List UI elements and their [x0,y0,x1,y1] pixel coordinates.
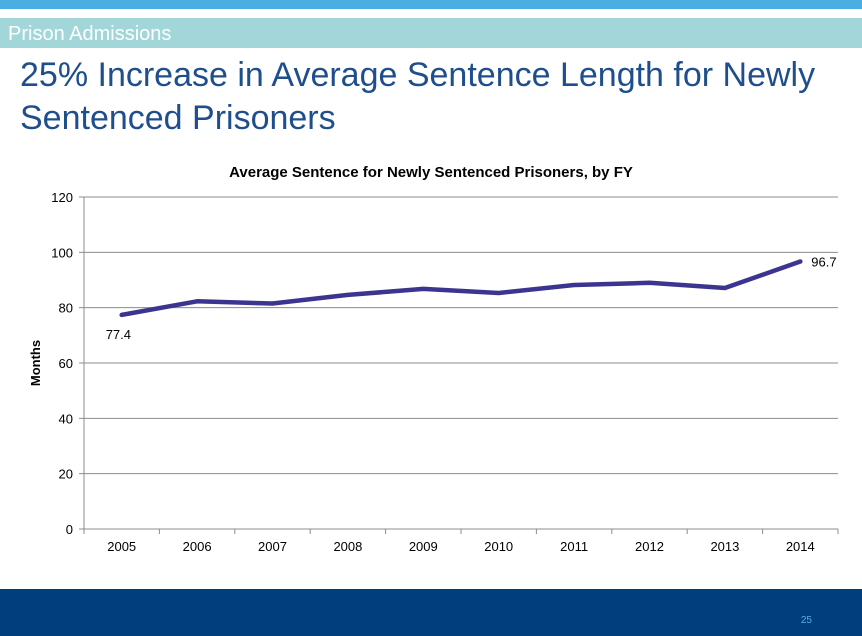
section-header-band: Prison Admissions [0,18,862,48]
section-label: Prison Admissions [8,23,172,45]
data-point [572,282,577,287]
x-tick-label: 2007 [258,539,287,554]
y-tick-labels: 0 20 40 60 80 100 120 [51,190,73,537]
data-label: 77.4 [106,327,131,342]
x-tick-label: 2013 [710,539,739,554]
y-tick-label: 20 [59,467,73,482]
data-labels: 77.4 96.7 [106,254,837,341]
y-tick-label: 100 [51,245,73,260]
data-point [798,259,803,264]
x-tick-label: 2012 [635,539,664,554]
axes [79,196,839,534]
x-tick-label: 2006 [183,539,212,554]
data-point [647,280,652,285]
page-number: 25 [800,615,812,626]
x-tick-label: 2009 [409,539,438,554]
data-point [270,301,275,306]
data-point [195,299,200,304]
data-point [722,286,727,291]
data-point [345,292,350,297]
x-tick-label: 2010 [484,539,513,554]
x-tick-label: 2011 [560,539,588,554]
y-tick-label: 40 [59,411,73,426]
series-line [119,259,803,318]
top-accent-bar [0,0,862,9]
footer-bar: 25 [0,589,862,636]
y-axis-label: Months [28,340,43,386]
slide-title: 25% Increase in Average Sentence Length … [20,56,816,137]
data-point [496,291,501,296]
data-point [119,312,124,317]
chart-title: Average Sentence for Newly Sentenced Pri… [229,164,633,181]
y-tick-label: 0 [66,522,73,537]
x-tick-labels: 2005 2006 2007 2008 2009 2010 2011 2012 2013 2014 [107,539,815,554]
x-tick-label: 2005 [107,539,136,554]
series-group [119,259,803,318]
gridlines [84,196,838,475]
data-label: 96.7 [811,254,836,269]
y-tick-label: 60 [59,356,73,371]
x-tick-label: 2014 [786,539,815,554]
y-tick-label: 80 [59,301,73,316]
line-chart: Average Sentence for Newly Sentenced Pri… [28,164,839,554]
x-tick-label: 2008 [333,539,362,554]
y-tick-label: 120 [51,190,73,205]
data-point [421,286,426,291]
